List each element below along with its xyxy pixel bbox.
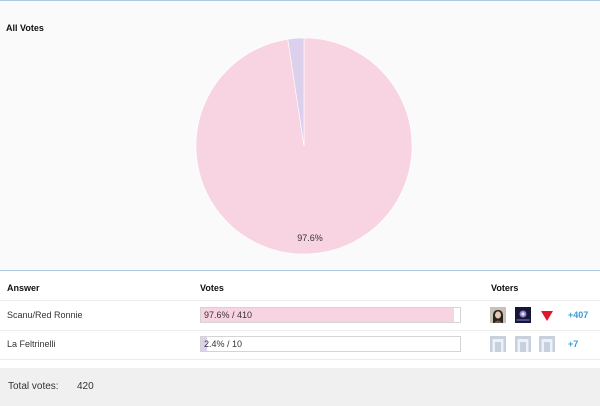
chart-title: All Votes (6, 23, 44, 33)
pie-chart: 97.6% (195, 37, 413, 255)
table-row: La Feltrinelli 2.4% / 10 +7 (0, 330, 600, 360)
default-avatar-icon[interactable] (490, 336, 506, 352)
vote-bar: 97.6% / 410 (200, 307, 461, 323)
vote-bar-fill (201, 337, 208, 351)
total-votes-label: Total votes: (8, 381, 59, 392)
vote-count: 2.4% / 10 (204, 339, 243, 349)
pie-data-label: 97.6% (297, 233, 323, 243)
total-votes-bar: Total votes: 420 (0, 368, 600, 406)
answer-label: Scanu/Red Ronnie (7, 310, 83, 320)
section-divider (0, 270, 600, 271)
more-voters-link[interactable]: +7 (568, 339, 579, 349)
total-votes-value: 420 (77, 381, 94, 392)
vote-bar: 2.4% / 10 (200, 336, 461, 352)
top-divider (0, 0, 600, 1)
vote-bar-fill (201, 308, 454, 322)
vote-count: 97.6% / 410 (204, 310, 253, 320)
voters-header: Voters (491, 283, 519, 293)
red-triangle-icon[interactable] (539, 307, 555, 323)
table-row: Scanu/Red Ronnie 97.6% / 410 (0, 300, 600, 331)
chart-panel: All Votes 97.6% (0, 1, 600, 269)
results-table: Answer Votes Voters Scanu/Red Ronnie 97.… (0, 271, 600, 368)
default-avatar-icon[interactable] (539, 336, 555, 352)
answer-header: Answer (7, 283, 40, 293)
more-voters-link[interactable]: +407 (568, 310, 589, 320)
votes-header: Votes (200, 283, 224, 293)
pie-slice[interactable] (287, 37, 305, 147)
answer-label: La Feltrinelli (7, 339, 56, 349)
user-avatar-icon[interactable] (515, 307, 531, 323)
user-photo-icon[interactable] (490, 307, 506, 323)
default-avatar-icon[interactable] (515, 336, 531, 352)
